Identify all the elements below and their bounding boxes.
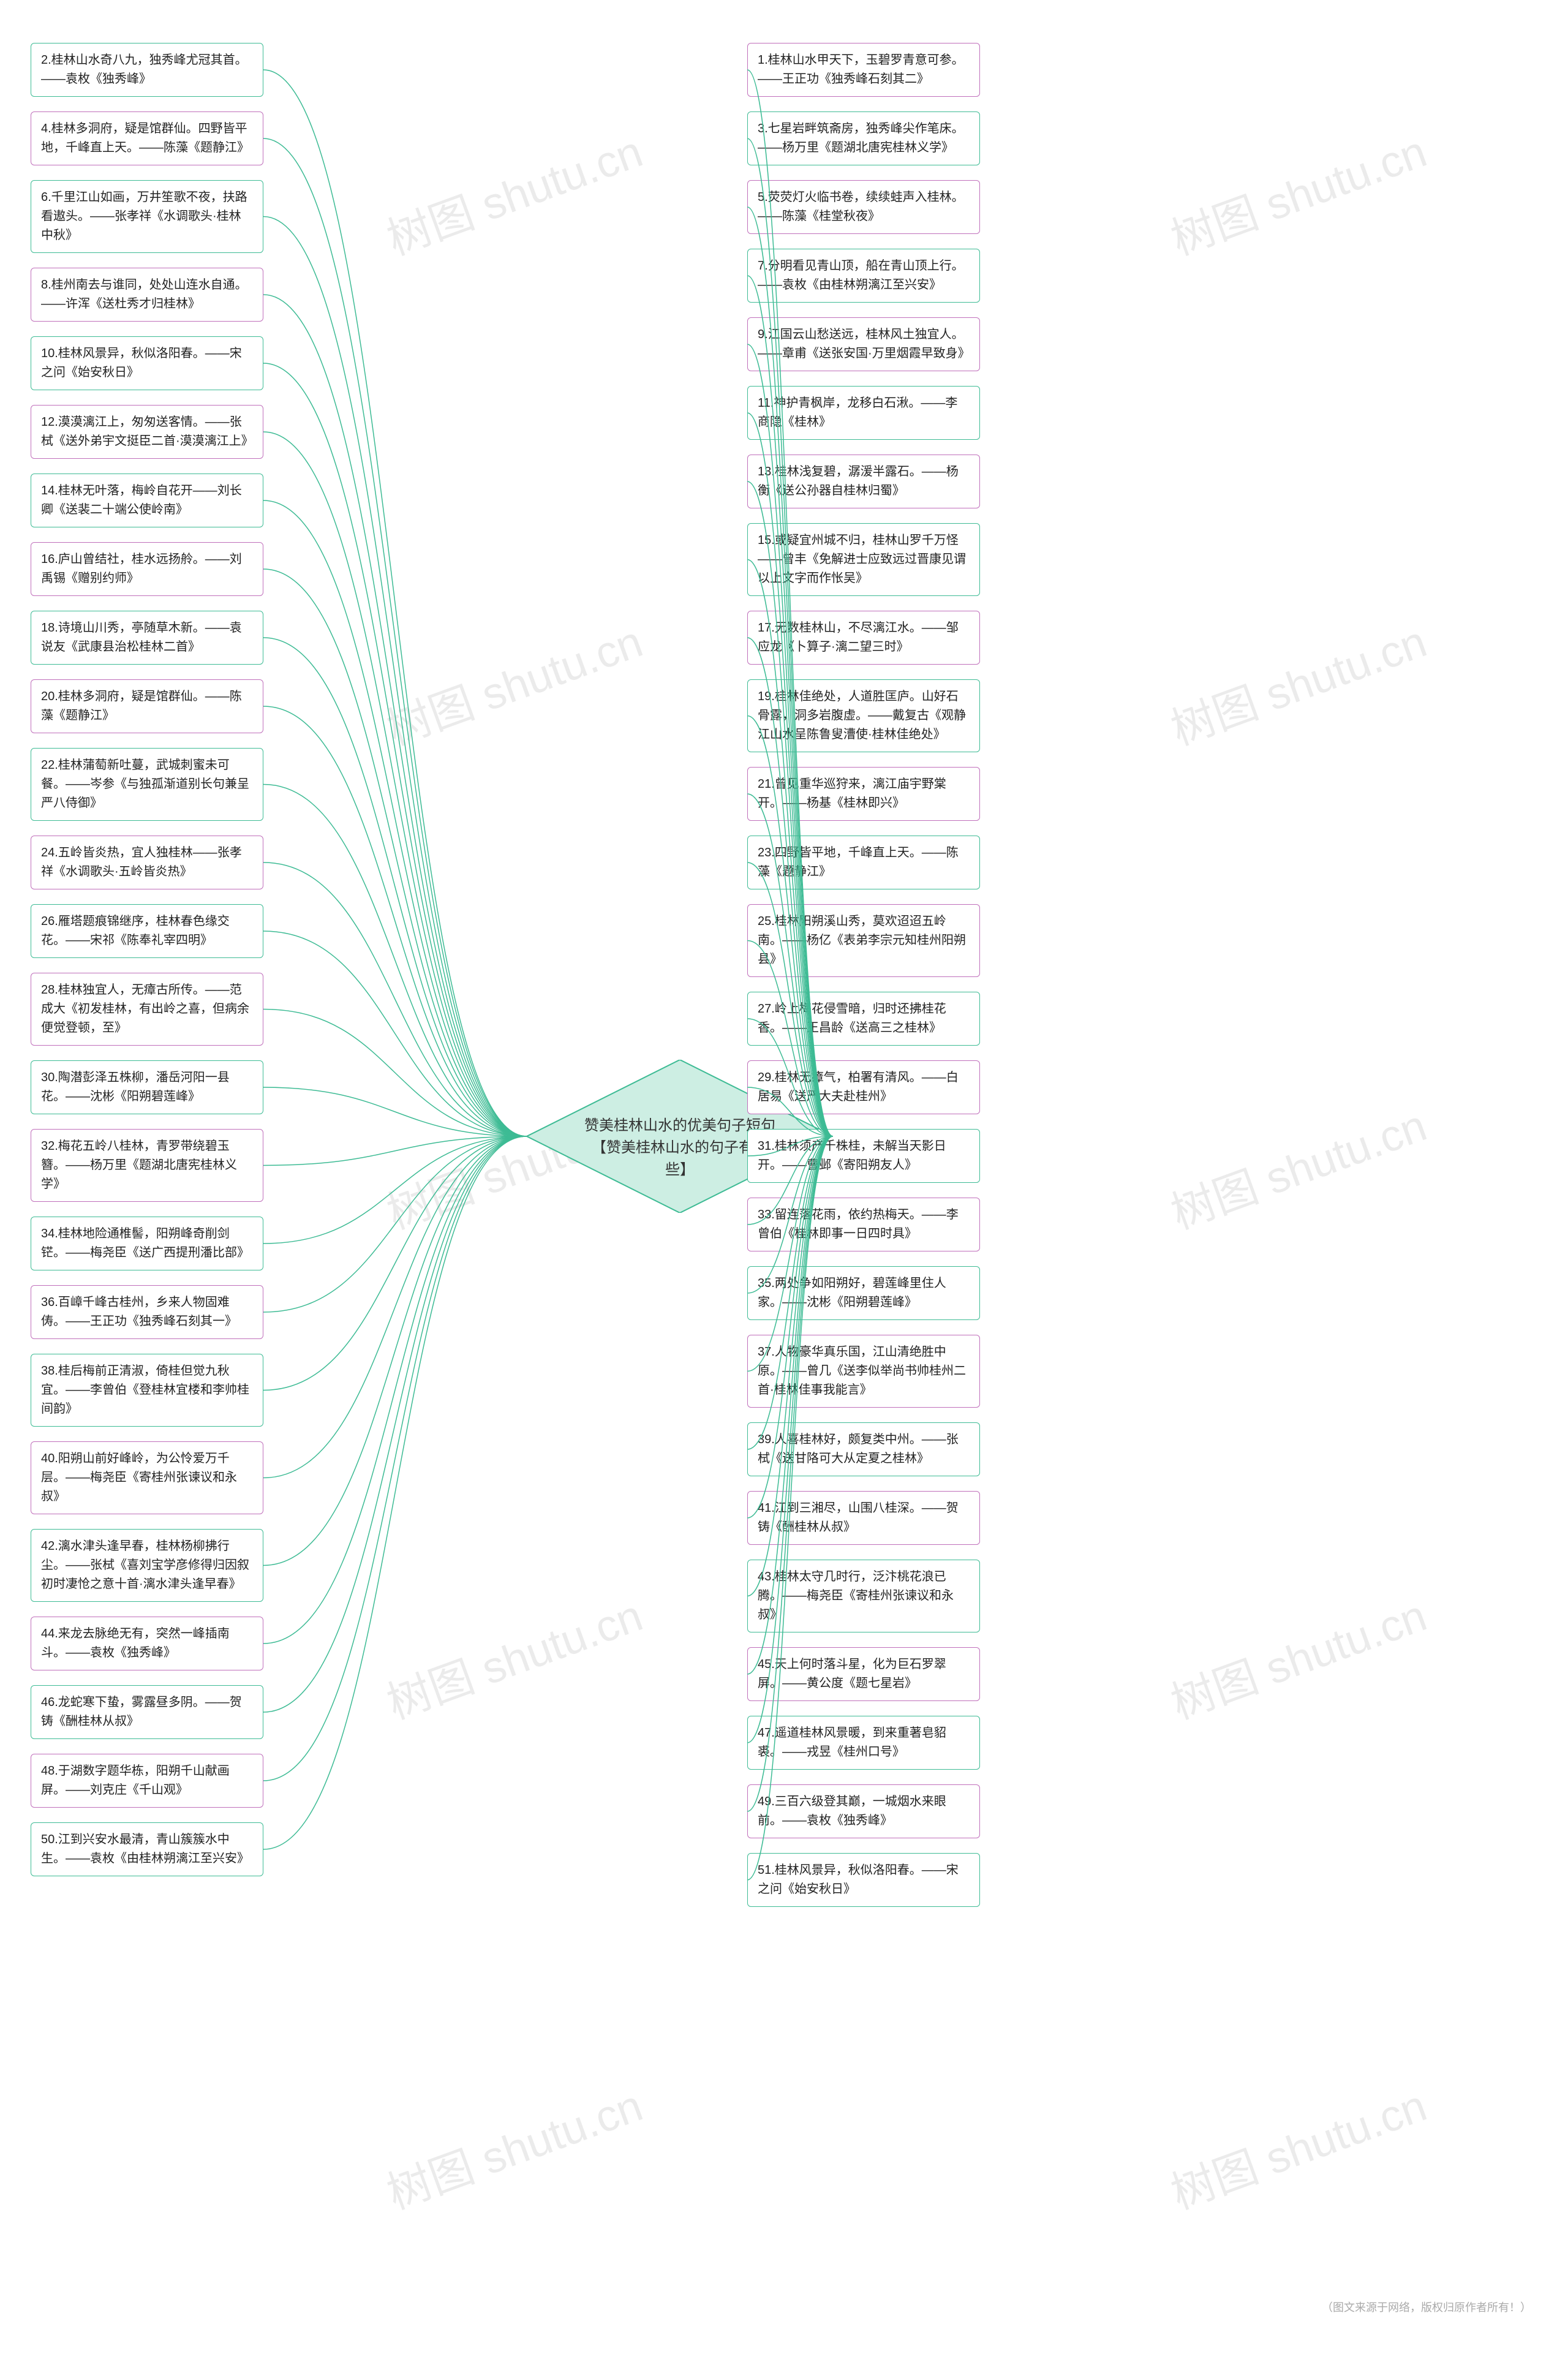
watermark: 树图 shutu.cn [377, 116, 650, 268]
mindmap-node: 35.两处争如阳朔好，碧莲峰里住人家。——沈彬《阳朔碧莲峰》 [747, 1266, 980, 1320]
mindmap-node: 32.梅花五岭八桂林，青罗带绕碧玉簪。——杨万里《题湖北唐宪桂林义学》 [31, 1129, 263, 1202]
mindmap-node: 19.桂林佳绝处，人道胜匡庐。山好石骨露，洞多岩腹虚。——戴复古《观静江山水呈陈… [747, 679, 980, 752]
mindmap-node: 17.无数桂林山，不尽漓江水。——邹应龙《卜算子·漓二望三时》 [747, 611, 980, 665]
mindmap-node: 10.桂林风景异，秋似洛阳春。——宋之问《始安秋日》 [31, 336, 263, 390]
mindmap-node: 49.三百六级登其巅，一城烟水来眼前。——袁枚《独秀峰》 [747, 1784, 980, 1838]
mindmap-node: 26.雁塔题痕锦继序，桂林春色缘交花。——宋祁《陈奉礼宰四明》 [31, 904, 263, 958]
mindmap-node: 8.桂州南去与谁同，处处山连水自通。——许浑《送杜秀才归桂林》 [31, 268, 263, 322]
mindmap-node: 45.天上何时落斗星，化为巨石罗翠屏。——黄公度《题七星岩》 [747, 1647, 980, 1701]
mindmap-node: 37.人物豪华真乐国，江山清绝胜中原。——曾几《送李似举尚书帅桂州二首·桂林佳事… [747, 1335, 980, 1408]
mindmap-node: 5.荧荧灯火临书卷，续续蛙声入桂林。——陈藻《桂堂秋夜》 [747, 180, 980, 234]
mindmap-node: 51.桂林风景异，秋似洛阳春。——宋之问《始安秋日》 [747, 1853, 980, 1907]
mindmap-node: 13.桂林浅复碧，潺湲半露石。——杨衡《送公孙器自桂林归蜀》 [747, 455, 980, 508]
watermark: 树图 shutu.cn [377, 1580, 650, 1732]
mindmap-node: 42.漓水津头逢早春，桂林杨柳拂行尘。——张栻《喜刘宝学彦修得归因叙初时凄怆之意… [31, 1529, 263, 1602]
mindmap-node: 29.桂林无瘴气，柏署有清风。——白居易《送严大夫赴桂州》 [747, 1060, 980, 1114]
mindmap-node: 38.桂后梅前正清淑，倚桂但觉九秋宜。——李曾伯《登桂林宜楼和李帅桂间韵》 [31, 1354, 263, 1427]
mindmap-node: 30.陶潜彭泽五株柳，潘岳河阳一县花。——沈彬《阳朔碧莲峰》 [31, 1060, 263, 1114]
mindmap-node: 21.曾见重华巡狩来，漓江庙宇野棠开。——杨基《桂林即兴》 [747, 767, 980, 821]
mindmap-node: 46.龙蛇寒下蛰，雾露昼多阴。——贺铸《酬桂林从叔》 [31, 1685, 263, 1739]
mindmap-node: 25.桂林阳朔溪山秀，莫欢迢迢五岭南。——杨亿《表弟李宗元知桂州阳朔县》 [747, 904, 980, 977]
mindmap-node: 6.千里江山如画，万井笙歌不夜，扶路看遨头。——张孝祥《水调歌头·桂林中秋》 [31, 180, 263, 253]
mindmap-node: 1.桂林山水甲天下，玉碧罗青意可参。——王正功《独秀峰石刻其二》 [747, 43, 980, 97]
mindmap-node: 18.诗境山川秀，亭随草木新。——袁说友《武康县治松桂林二首》 [31, 611, 263, 665]
mindmap-node: 12.漠漠漓江上，匆匆送客情。——张栻《送外弟宇文挺臣二首·漠漠漓江上》 [31, 405, 263, 459]
mindmap-node: 28.桂林独宜人，无瘴古所传。——范成大《初发桂林，有出岭之喜，但病余便觉登顿，… [31, 973, 263, 1046]
mindmap-node: 23.四野皆平地，千峰直上天。——陈藻《题静江》 [747, 836, 980, 889]
mindmap-node: 27.岭上梅花侵雪暗，归时还拂桂花香。——王昌龄《送高三之桂林》 [747, 992, 980, 1046]
mindmap-node: 36.百嶂千峰古桂州，乡来人物固难俦。——王正功《独秀峰石刻其一》 [31, 1285, 263, 1339]
mindmap-node: 11.神护青枫岸，龙移白石湫。——李商隐《桂林》 [747, 386, 980, 440]
watermark: 树图 shutu.cn [377, 606, 650, 758]
watermark: 树图 shutu.cn [1161, 1580, 1434, 1732]
mindmap-node: 14.桂林无叶落，梅岭自花开——刘长卿《送裴二十端公使岭南》 [31, 474, 263, 527]
mindmap-node: 41.江到三湘尽，山围八桂深。——贺铸《酬桂林从叔》 [747, 1491, 980, 1545]
mindmap-node: 50.江到兴安水最清，青山簇簇水中生。——袁枚《由桂林朔漓江至兴安》 [31, 1822, 263, 1876]
image-attribution: （图文来源于网络，版权归原作者所有！） [1322, 2299, 1531, 2315]
mindmap-node: 39.人喜桂林好，颇复类中州。——张栻《送甘䧄可大从定夏之桂林》 [747, 1422, 980, 1476]
mindmap-node: 3.七星岩畔筑斋房，独秀峰尖作笔床。——杨万里《题湖北唐宪桂林义学》 [747, 111, 980, 165]
mindmap-node: 48.于湖数字题华栋，阳朔千山献画屏。——刘克庄《千山观》 [31, 1754, 263, 1808]
watermark: 树图 shutu.cn [377, 2070, 650, 2222]
mindmap-node: 22.桂林蒲萄新吐蔓，武城刺蜜未可餐。——岑参《与独孤渐道别长句兼呈严八侍御》 [31, 748, 263, 821]
left-column: 2.桂林山水奇八九，独秀峰尤冠其首。——袁枚《独秀峰》 4.桂林多洞府，疑是馆群仙… [31, 43, 263, 1876]
watermark: 树图 shutu.cn [1161, 1090, 1434, 1242]
watermark: 树图 shutu.cn [1161, 606, 1434, 758]
mindmap-node: 9.江国云山愁送远，桂林风土独宜人。——章甫《送张安国·万里烟霞早致身》 [747, 317, 980, 371]
mindmap-node: 40.阳朔山前好峰岭，为公怜爱万千层。——梅尧臣《寄桂州张谏议和永叔》 [31, 1441, 263, 1514]
mindmap-node: 44.来龙去脉绝无有，突然一峰插南斗。——袁枚《独秀峰》 [31, 1617, 263, 1670]
mindmap-node: 15.或疑宜州城不归，桂林山罗千万怪——曾丰《免解进士应致远过晋康见谓以上文字而… [747, 523, 980, 596]
mindmap-node: 4.桂林多洞府，疑是馆群仙。四野皆平地，千峰直上天。——陈藻《题静江》 [31, 111, 263, 165]
watermark: 树图 shutu.cn [1161, 116, 1434, 268]
right-column: 1.桂林山水甲天下，玉碧罗青意可参。——王正功《独秀峰石刻其二》 3.七星岩畔筑斋… [747, 43, 980, 1907]
watermark: 树图 shutu.cn [1161, 2070, 1434, 2222]
mindmap-node: 47.遥道桂林风景暖，到来重著皂貂裘。——戎昱《桂州口号》 [747, 1716, 980, 1770]
mindmap-node: 16.庐山曾结社，桂水远扬舲。——刘禹锡《赠别约师》 [31, 542, 263, 596]
mindmap-node: 20.桂林多洞府，疑是馆群仙。——陈藻《题静江》 [31, 679, 263, 733]
mindmap-node: 2.桂林山水奇八九，独秀峰尤冠其首。——袁枚《独秀峰》 [31, 43, 263, 97]
mindmap-node: 43.桂林太守几时行，泛汴桃花浪已腾。——梅尧臣《寄桂州张谏议和永叔》 [747, 1560, 980, 1632]
mindmap-node: 31.桂林须产千株桂，未解当天影日开。——曹邺《寄阳朔友人》 [747, 1129, 980, 1183]
mindmap-node: 7.分明看见青山顶，船在青山顶上行。——袁枚《由桂林朔漓江至兴安》 [747, 249, 980, 303]
mindmap-node: 34.桂林地险通椎髻，阳朔峰奇削剑铓。——梅尧臣《送广西提刑潘比部》 [31, 1217, 263, 1270]
mindmap-node: 33.留连落花雨，依约热梅天。——李曾伯《桂林即事一日四时具》 [747, 1198, 980, 1251]
mindmap-node: 24.五岭皆炎热，宜人独桂林——张孝祥《水调歌头·五岭皆炎热》 [31, 836, 263, 889]
